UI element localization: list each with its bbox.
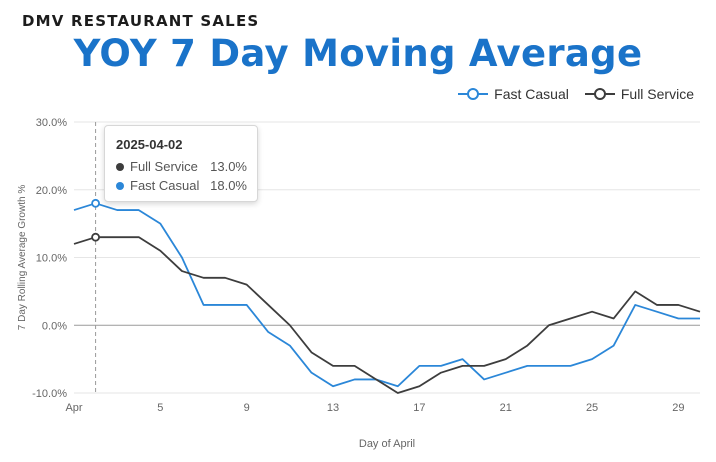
tooltip-value: 13.0% bbox=[210, 159, 247, 174]
x-tick-label: 21 bbox=[500, 402, 512, 414]
tooltip-name: Full Service bbox=[130, 159, 198, 174]
x-tick-label: 5 bbox=[157, 402, 163, 414]
chart-tooltip: 2025-04-02 Full Service 13.0% Fast Casua… bbox=[104, 125, 258, 202]
tooltip-row-full-service: Full Service 13.0% bbox=[116, 157, 247, 176]
y-tick-label: 10.0% bbox=[36, 253, 67, 265]
x-axis-ticks: Apr 5 9 13 17 21 25 29 bbox=[65, 402, 684, 414]
series-line-full-service bbox=[73, 236, 701, 394]
highlight-point-fast-casual bbox=[91, 198, 100, 208]
chart-legend: Fast Casual Full Service bbox=[458, 86, 694, 102]
tooltip-name: Fast Casual bbox=[130, 178, 200, 193]
series-line-fast-casual bbox=[73, 202, 700, 388]
legend-item-full-service[interactable]: Full Service bbox=[584, 86, 694, 102]
tooltip-value: 18.0% bbox=[210, 178, 247, 193]
page-title: YOY 7 Day Moving Average bbox=[73, 32, 643, 75]
tooltip-date: 2025-04-02 bbox=[116, 137, 183, 152]
x-tick-label: 17 bbox=[413, 402, 425, 414]
tooltip-dot-fast-casual bbox=[116, 181, 124, 190]
tooltip-dot-full-service bbox=[116, 162, 124, 171]
x-axis-label: Day of April bbox=[359, 438, 415, 450]
chart-series bbox=[73, 202, 701, 394]
legend-label-fast-casual: Fast Casual bbox=[494, 86, 569, 102]
highlight-point-full-service bbox=[91, 232, 100, 242]
page-eyebrow: DMV RESTAURANT SALES bbox=[22, 12, 260, 30]
legend-marker-fast-casual bbox=[458, 88, 489, 100]
y-tick-label: -10.0% bbox=[32, 388, 67, 400]
y-tick-label: 30.0% bbox=[36, 117, 67, 129]
x-tick-label: 13 bbox=[327, 402, 339, 414]
y-tick-label: 20.0% bbox=[36, 185, 67, 197]
x-tick-label: Apr bbox=[65, 402, 82, 414]
chart-grid bbox=[74, 121, 700, 394]
legend-label-full-service: Full Service bbox=[620, 86, 694, 102]
legend-item-fast-casual[interactable]: Fast Casual bbox=[458, 86, 569, 102]
x-tick-label: 29 bbox=[672, 402, 684, 414]
x-tick-label: 25 bbox=[586, 402, 598, 414]
y-axis-ticks: 30.0% 20.0% 10.0% 0.0% -10.0% bbox=[32, 117, 67, 400]
y-tick-label: 0.0% bbox=[42, 320, 67, 332]
x-tick-label: 9 bbox=[244, 402, 250, 414]
chart-highlight-markers bbox=[91, 198, 100, 242]
tooltip-row-fast-casual: Fast Casual 18.0% bbox=[116, 176, 247, 195]
legend-marker-full-service bbox=[584, 88, 615, 100]
y-axis-label: 7 Day Rolling Average Growth % bbox=[17, 185, 28, 331]
